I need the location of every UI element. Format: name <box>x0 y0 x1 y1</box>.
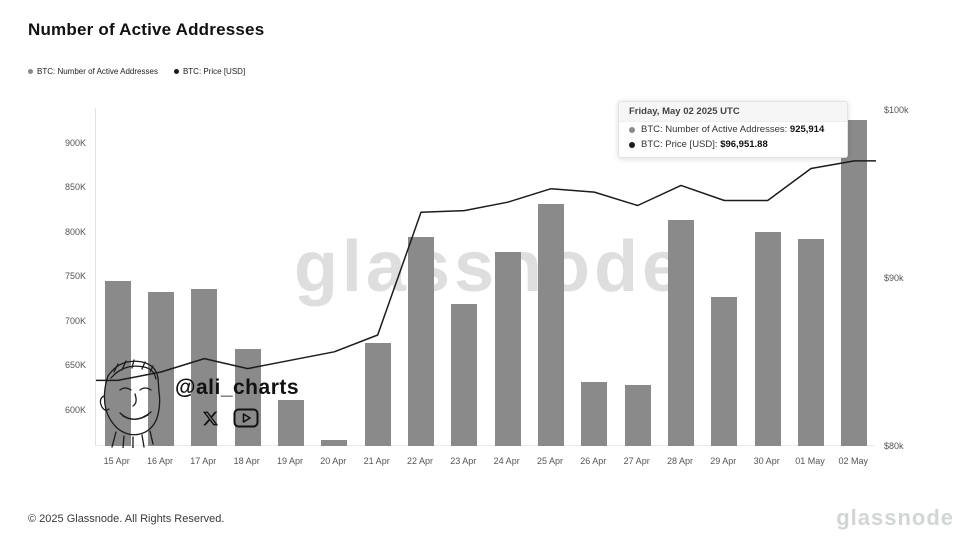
legend-label-addresses: BTC: Number of Active Addresses <box>37 67 158 76</box>
x-tick-27-apr: 27 Apr <box>623 456 650 466</box>
tooltip-date: Friday, May 02 2025 UTC <box>619 102 847 122</box>
y-left-tick-0: 600K <box>64 404 86 415</box>
bar-29-apr[interactable] <box>711 296 738 446</box>
tooltip: Friday, May 02 2025 UTC BTC: Number of A… <box>618 101 848 158</box>
bar-01-may[interactable] <box>798 238 824 446</box>
bar-02-may[interactable] <box>841 119 868 446</box>
tooltip-dot-price <box>629 141 635 148</box>
x-tick-23-apr: 23 Apr <box>450 456 477 466</box>
tooltip-dot-addresses <box>629 126 635 133</box>
x-tick-30-apr: 30 Apr <box>753 456 780 466</box>
legend-item-price[interactable]: BTC: Price [USD] <box>173 67 246 76</box>
y-left-tick-5: 850K <box>64 182 86 193</box>
x-tick-19-apr: 19 Apr <box>276 456 304 466</box>
bar-19-apr[interactable] <box>278 399 304 446</box>
bar-25-apr[interactable] <box>538 204 564 446</box>
tooltip-row-addresses: BTC: Number of Active Addresses: 925,914 <box>619 122 847 137</box>
y-left-tick-1: 650K <box>64 360 86 371</box>
y-right-tick-2: $100k <box>884 104 909 115</box>
legend-dot-addresses <box>28 69 33 74</box>
y-left-tick-6: 900K <box>64 137 86 148</box>
y-axis-left: 600K 650K 700K 750K 800K 850K 900K <box>0 108 86 446</box>
bar-30-apr[interactable] <box>754 231 781 446</box>
legend-label-price: BTC: Price [USD] <box>182 67 246 76</box>
bar-22-apr[interactable] <box>408 237 434 446</box>
x-tick-21-apr: 21 Apr <box>363 456 390 466</box>
x-tick-15-apr: 15 Apr <box>103 456 130 466</box>
footer-brand-logo: glassnode <box>836 505 954 530</box>
bar-24-apr[interactable] <box>494 252 521 446</box>
page-title: Number of Active Addresses <box>28 20 265 39</box>
y-left-tick-2: 700K <box>64 315 86 326</box>
bar-23-apr[interactable] <box>451 303 478 446</box>
x-tick-26-apr: 26 Apr <box>580 456 607 466</box>
plot-area <box>95 108 876 446</box>
tooltip-label-addresses: BTC: Number of Active Addresses: 925,914 <box>641 124 825 135</box>
x-tick-18-apr: 18 Apr <box>233 456 260 466</box>
legend-item-active-addresses[interactable]: BTC: Number of Active Addresses <box>28 67 158 76</box>
x-axis: 15 Apr 16 Apr 17 Apr 18 Apr 19 Apr 20 Apr 21 A… <box>95 456 875 470</box>
x-tick-17-apr: 17 Apr <box>190 456 217 466</box>
y-right-tick-0: $80k <box>884 441 904 451</box>
x-tick-02-may: 02 May <box>838 456 869 466</box>
x-tick-22-apr: 22 Apr <box>406 456 434 466</box>
bar-26-apr[interactable] <box>581 382 608 446</box>
legend: BTC: Number of Active Addresses BTC: Pri… <box>28 67 245 76</box>
x-tick-16-apr: 16 Apr <box>146 456 174 466</box>
x-tick-24-apr: 24 Apr <box>493 456 520 466</box>
x-tick-29-apr: 29 Apr <box>710 456 737 466</box>
x-tick-01-may: 01 May <box>795 456 825 466</box>
price-line-path <box>96 160 876 382</box>
x-tick-25-apr: 25 Apr <box>536 456 564 466</box>
y-left-tick-4: 800K <box>64 226 86 237</box>
y-right-tick-1: $90k <box>884 272 904 283</box>
bar-18-apr[interactable] <box>234 349 261 446</box>
tooltip-row-price: BTC: Price [USD]: $96,951.88 <box>619 137 847 157</box>
price-line <box>96 160 876 382</box>
y-axis-right: $80k $90k $100k <box>884 104 944 451</box>
bar-20-apr[interactable] <box>321 439 348 446</box>
y-left-tick-3: 750K <box>64 271 86 282</box>
bar-28-apr[interactable] <box>668 220 694 446</box>
footer-copyright: © 2025 Glassnode. All Rights Reserved. <box>28 513 225 525</box>
x-tick-20-apr: 20 Apr <box>320 456 347 466</box>
bar-27-apr[interactable] <box>624 384 651 446</box>
bar-21-apr[interactable] <box>364 342 391 446</box>
x-tick-28-apr: 28 Apr <box>666 456 694 466</box>
legend-dot-price <box>173 69 179 74</box>
tooltip-label-price: BTC: Price [USD]: $96,951.88 <box>641 139 768 150</box>
